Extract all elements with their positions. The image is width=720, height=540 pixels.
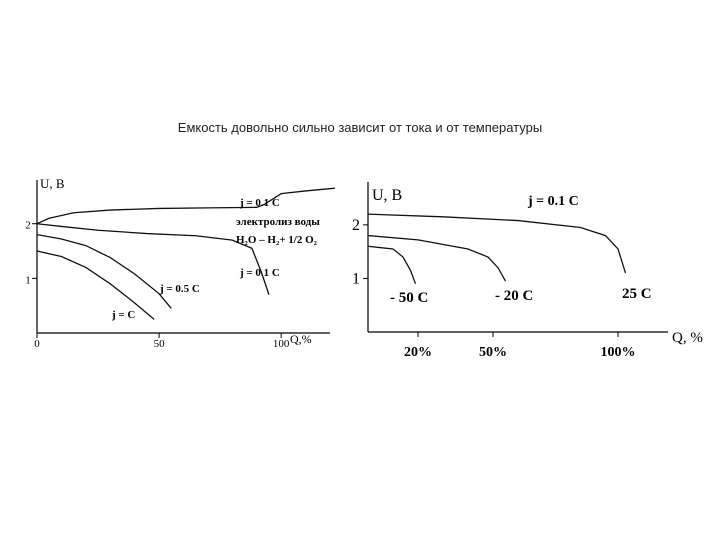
chart1-series-line xyxy=(36,234,172,309)
chart2-y-tick-label: 1 xyxy=(352,270,360,287)
chart1-x-axis-label: Q,% xyxy=(290,332,312,346)
slide-title: Емкость довольно сильно зависит от тока … xyxy=(177,120,543,135)
chart1-x-tick-label: 50 xyxy=(154,338,166,350)
chart2-series-line xyxy=(367,213,627,274)
chart2-x-axis-label: Q, % xyxy=(672,330,703,346)
chart2-series-label: - 50 C xyxy=(390,290,428,306)
chart1-x-tick-label: 0 xyxy=(34,338,40,350)
chart1-series-line xyxy=(36,187,335,225)
chart1-annotation: электролиз воды xyxy=(236,216,320,228)
chart2-x-tick-label: 20% xyxy=(404,345,432,360)
chart1-y-axis-label: U, B xyxy=(40,176,65,191)
chart2-series-line xyxy=(367,234,507,282)
chart2-y-tick-label: 2 xyxy=(352,217,360,234)
chart1-series-label: j = 0.1 C xyxy=(239,267,280,279)
chart1-y-tick-label: 2 xyxy=(25,220,31,232)
chart1-series-line xyxy=(36,250,155,320)
chart1-series-label: j = C xyxy=(111,309,135,321)
chart2-y-axis-label: U, B xyxy=(372,187,402,204)
chart2-annotation: j = 0.1 C xyxy=(527,194,579,209)
chart2-series-line xyxy=(367,245,417,285)
chart1-annotation: j = 0.1 C xyxy=(239,197,280,209)
chart1-series-label: j = 0.5 C xyxy=(159,283,200,295)
chart2-series-label: - 20 C xyxy=(495,288,533,304)
chart2-x-tick-label: 50% xyxy=(479,345,507,360)
chart1-x-tick-label: 100 xyxy=(273,338,290,350)
chart2-series-label: 25 C xyxy=(622,286,652,302)
chart2-x-tick-label: 100% xyxy=(601,345,636,360)
chart1-annotation: H₂O – H₂+ 1/2 O₂ xyxy=(236,234,318,246)
chart1-series-line xyxy=(36,223,270,295)
chart1-y-tick-label: 1 xyxy=(25,274,31,286)
